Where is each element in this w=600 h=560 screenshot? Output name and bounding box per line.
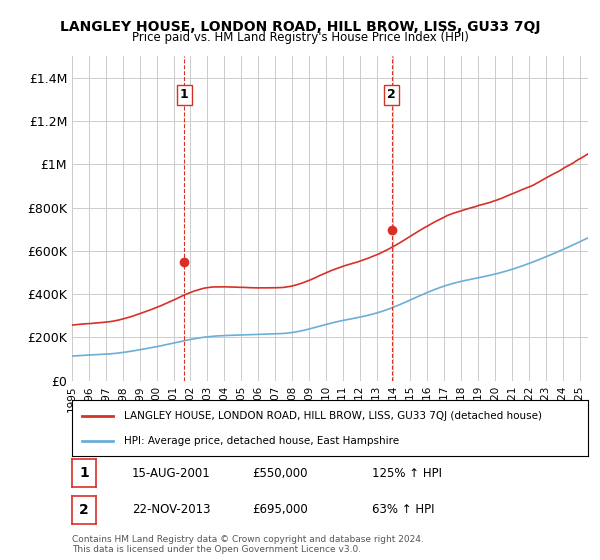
Text: £695,000: £695,000 xyxy=(252,503,308,516)
Text: 15-AUG-2001: 15-AUG-2001 xyxy=(132,466,211,480)
Text: LANGLEY HOUSE, LONDON ROAD, HILL BROW, LISS, GU33 7QJ (detached house): LANGLEY HOUSE, LONDON ROAD, HILL BROW, L… xyxy=(124,411,542,421)
Text: 2: 2 xyxy=(387,88,396,101)
Text: 1: 1 xyxy=(79,466,89,480)
Text: 2: 2 xyxy=(79,503,89,516)
Text: 1: 1 xyxy=(179,88,188,101)
Text: Price paid vs. HM Land Registry's House Price Index (HPI): Price paid vs. HM Land Registry's House … xyxy=(131,31,469,44)
Text: LANGLEY HOUSE, LONDON ROAD, HILL BROW, LISS, GU33 7QJ: LANGLEY HOUSE, LONDON ROAD, HILL BROW, L… xyxy=(60,20,540,34)
Text: 125% ↑ HPI: 125% ↑ HPI xyxy=(372,466,442,480)
Text: 22-NOV-2013: 22-NOV-2013 xyxy=(132,503,211,516)
Text: 63% ↑ HPI: 63% ↑ HPI xyxy=(372,503,434,516)
Text: £550,000: £550,000 xyxy=(252,466,308,480)
Text: Contains HM Land Registry data © Crown copyright and database right 2024.
This d: Contains HM Land Registry data © Crown c… xyxy=(72,535,424,554)
Text: HPI: Average price, detached house, East Hampshire: HPI: Average price, detached house, East… xyxy=(124,436,399,446)
